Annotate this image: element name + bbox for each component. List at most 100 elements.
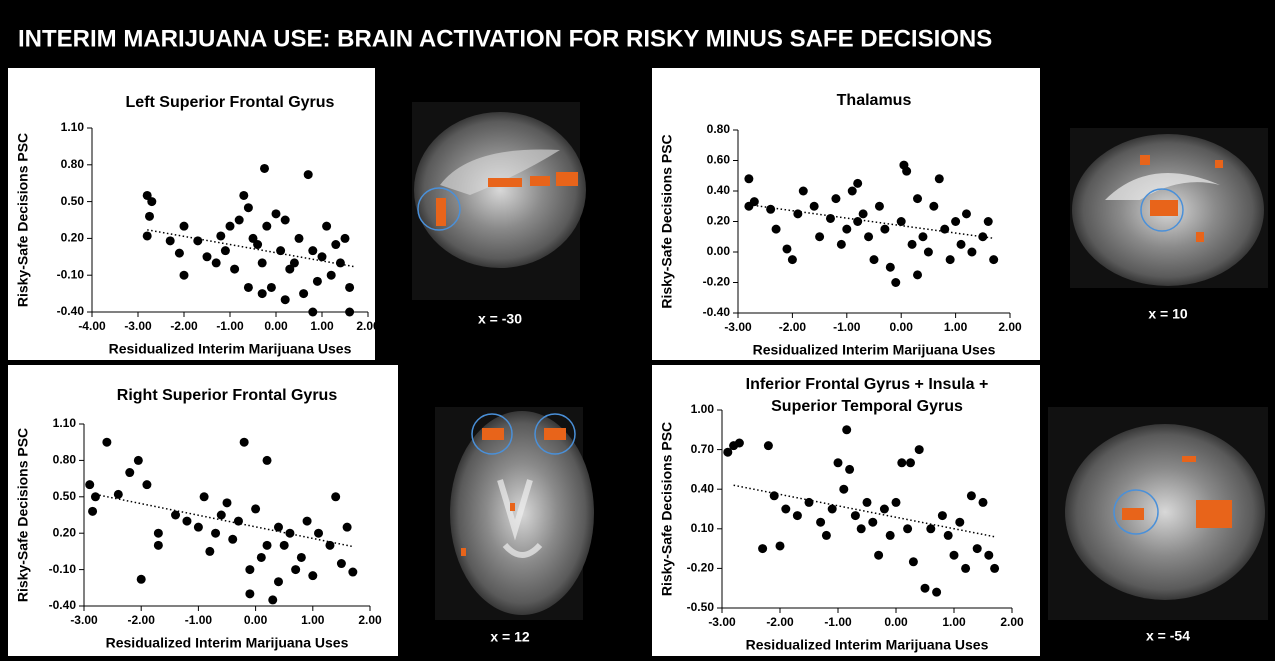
data-point (902, 167, 911, 176)
data-point (984, 217, 993, 226)
data-point (870, 255, 879, 264)
data-point (274, 523, 283, 532)
chart-title: Inferior Frontal Gyrus + Insula + (746, 376, 989, 393)
data-point (984, 551, 993, 560)
data-point (327, 271, 336, 280)
y-tick-label: -0.20 (687, 561, 715, 575)
data-point (864, 232, 873, 241)
data-point (776, 541, 785, 550)
data-point (223, 498, 232, 507)
data-point (874, 551, 883, 560)
y-tick-label: 1.00 (691, 402, 715, 416)
data-point (308, 308, 317, 317)
x-tick-label: -2.00 (766, 615, 794, 629)
data-point (842, 425, 851, 434)
data-point (926, 524, 935, 533)
data-point (295, 234, 304, 243)
data-point (875, 202, 884, 211)
data-point (343, 523, 352, 532)
x-tick-label: -3.00 (124, 319, 152, 333)
data-point (88, 507, 97, 516)
x-tick-label: 1.00 (310, 319, 334, 333)
data-point (143, 231, 152, 240)
x-tick-label: -1.00 (216, 319, 244, 333)
data-point (764, 441, 773, 450)
x-tick-label: 0.00 (244, 613, 268, 627)
data-point (950, 551, 959, 560)
data-point (868, 518, 877, 527)
data-point (816, 518, 825, 527)
chart-title: Thalamus (837, 92, 912, 109)
x-tick-label: -3.00 (70, 613, 98, 627)
data-point (221, 246, 230, 255)
x-tick-label: -4.00 (78, 319, 106, 333)
data-point (91, 492, 100, 501)
data-point (793, 511, 802, 520)
chart-panel: ThalamusRisky-Safe Decisions PSCResidual… (652, 68, 1040, 360)
data-point (211, 529, 220, 538)
data-point (851, 511, 860, 520)
brain-image (1070, 128, 1268, 288)
x-tick-label: -1.00 (824, 615, 852, 629)
data-point (280, 541, 289, 550)
data-point (230, 265, 239, 274)
data-point (85, 480, 94, 489)
data-point (166, 236, 175, 245)
data-point (929, 202, 938, 211)
data-point (142, 480, 151, 489)
data-point (260, 164, 269, 173)
data-point (154, 529, 163, 538)
data-point (244, 283, 253, 292)
data-point (909, 557, 918, 566)
data-point (257, 553, 266, 562)
data-point (303, 517, 312, 526)
data-point (258, 289, 267, 298)
data-point (799, 187, 808, 196)
data-point (863, 498, 872, 507)
chart-panel: Right Superior Frontal GyrusRisky-Safe D… (8, 365, 398, 656)
data-point (979, 498, 988, 507)
data-point (848, 187, 857, 196)
data-point (268, 595, 277, 604)
data-point (200, 492, 209, 501)
x-tick-label: 1.00 (301, 613, 325, 627)
data-point (951, 217, 960, 226)
data-point (263, 541, 272, 550)
x-tick-label: 2.00 (998, 320, 1022, 334)
y-tick-label: 0.60 (707, 153, 731, 167)
data-point (932, 588, 941, 597)
y-axis-label: Risky-Safe Decisions PSC (659, 134, 675, 308)
x-axis-label: Residualized Interim Marijuana Uses (106, 635, 349, 651)
chart-panel: Inferior Frontal Gyrus + Insula +Superio… (652, 365, 1040, 656)
x-tick-label: 2.00 (1000, 615, 1024, 629)
data-point (891, 278, 900, 287)
y-tick-label: 0.80 (61, 157, 85, 171)
data-point (274, 577, 283, 586)
data-point (272, 209, 281, 218)
y-tick-label: 1.10 (53, 416, 77, 430)
y-tick-label: 0.00 (707, 244, 731, 258)
y-tick-label: 0.10 (691, 521, 715, 535)
data-point (921, 584, 930, 593)
data-point (989, 255, 998, 264)
data-point (245, 589, 254, 598)
data-point (758, 544, 767, 553)
x-tick-label: -2.00 (779, 320, 807, 334)
data-point (962, 209, 971, 218)
x-tick-label: 1.00 (944, 320, 968, 334)
x-tick-label: 2.00 (356, 319, 380, 333)
data-point (735, 439, 744, 448)
x-tick-label: 0.00 (890, 320, 914, 334)
data-point (973, 544, 982, 553)
y-tick-label: 0.20 (61, 231, 85, 245)
data-point (815, 232, 824, 241)
x-tick-label: 0.00 (264, 319, 288, 333)
data-point (285, 529, 294, 538)
x-axis-label: Residualized Interim Marijuana Uses (746, 637, 989, 653)
brain-image (1048, 407, 1268, 620)
x-tick-label: 0.00 (884, 615, 908, 629)
data-point (957, 240, 966, 249)
data-point (961, 564, 970, 573)
data-point (839, 485, 848, 494)
data-point (837, 240, 846, 249)
